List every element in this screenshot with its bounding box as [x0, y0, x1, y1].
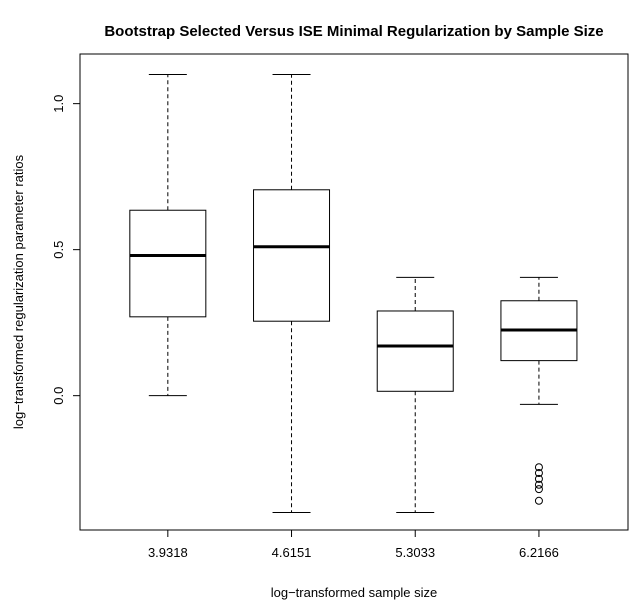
chart-title: Bootstrap Selected Versus ISE Minimal Re… — [104, 23, 603, 40]
outlier-point — [534, 485, 543, 494]
box-iqr — [253, 189, 331, 322]
x-tick-label: 3.9318 — [148, 545, 188, 560]
outlier-point — [534, 496, 543, 505]
outlier-point — [534, 469, 543, 478]
outlier-point — [534, 480, 543, 489]
y-tick-label: 0.0 — [51, 387, 66, 405]
box-4.6151 — [253, 73, 331, 513]
outlier-point — [534, 463, 543, 472]
x-tick-label: 5.3033 — [395, 545, 435, 560]
x-axis-ticks: 3.9318 4.6151 5.3033 6.2166 — [148, 530, 559, 560]
y-axis-ticks: 0.0 0.5 1.0 — [51, 95, 80, 405]
x-axis-label: log−transformed sample size — [271, 585, 438, 600]
y-tick-label: 1.0 — [51, 95, 66, 113]
box-group — [129, 73, 578, 513]
box-iqr — [129, 209, 207, 318]
outlier-point — [534, 474, 543, 483]
box-3.9318 — [129, 73, 207, 397]
y-tick-label: 0.5 — [51, 241, 66, 259]
x-tick-label: 6.2166 — [519, 545, 559, 560]
x-tick-label: 4.6151 — [272, 545, 312, 560]
box-iqr — [376, 310, 454, 392]
box-6.2166 — [500, 276, 578, 505]
y-axis-label: log−transformed regularization parameter… — [11, 154, 26, 429]
box-5.3033 — [376, 276, 454, 513]
